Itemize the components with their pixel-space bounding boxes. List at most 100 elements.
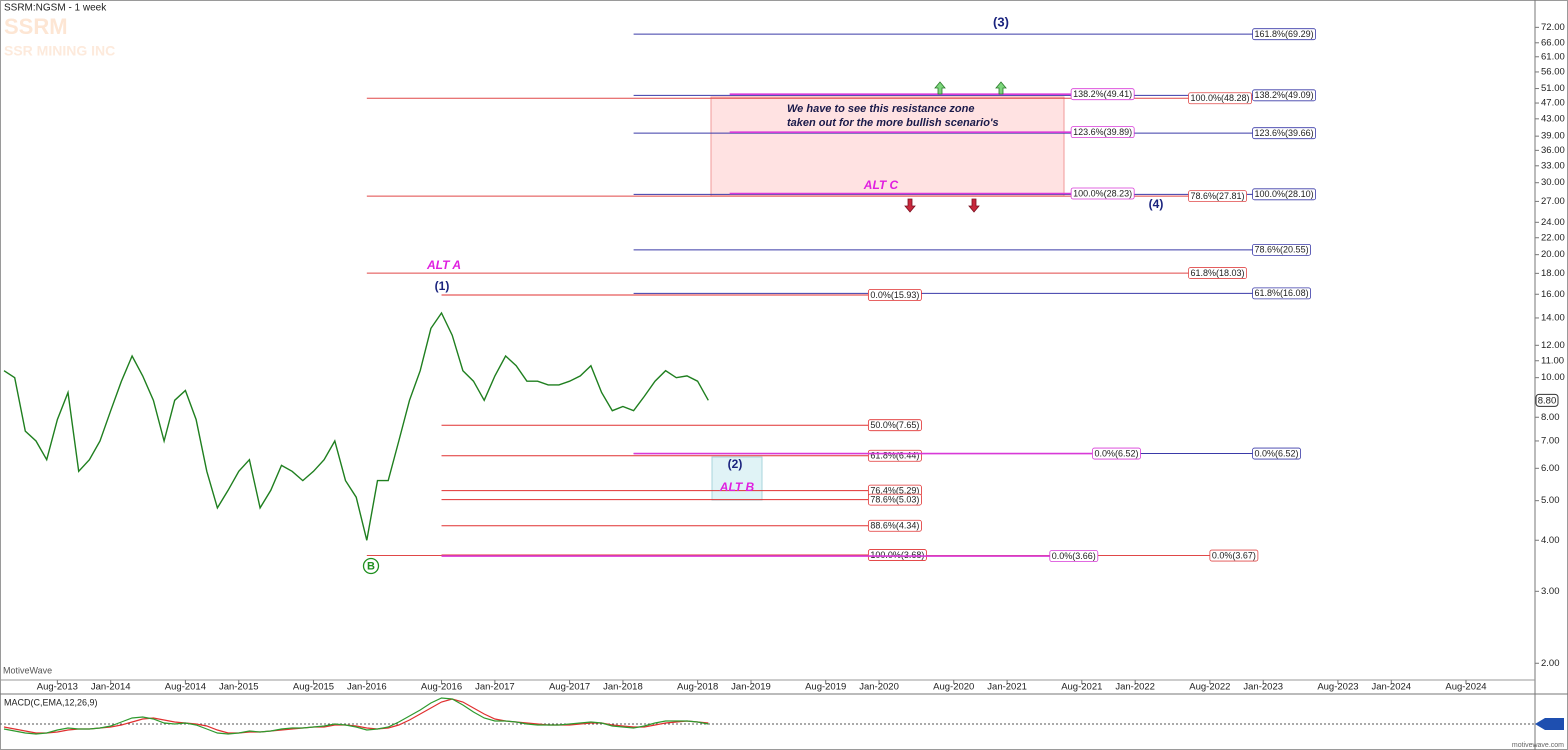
y-tick-label: 39.00 [1541, 131, 1565, 142]
fib-level-box [867, 519, 922, 532]
fib-level-label: 0.0%(3.67) [1212, 550, 1256, 560]
fib-level-box [867, 549, 927, 561]
fib-level-label: 78.6%(5.03) [870, 494, 919, 504]
y-tick-label: 36.00 [1541, 145, 1565, 156]
x-tick-label: Aug-2019 [805, 682, 846, 693]
wave-2-zone [711, 456, 763, 501]
fib-level-box [1049, 550, 1099, 562]
x-tick-label: Aug-2016 [421, 682, 462, 693]
fib-level-label: 138.2%(49.09) [1255, 90, 1314, 100]
annotation: taken out for the more bullish scenario'… [787, 117, 999, 129]
down-arrow [904, 198, 916, 213]
fib-level-box [1252, 447, 1301, 460]
y-tick-label: 5.00 [1541, 495, 1560, 506]
ticker-watermark: SSRM [4, 14, 68, 39]
x-tick-label: Jan-2015 [219, 682, 259, 693]
macd-signal-line [3, 698, 709, 734]
y-tick-label: 61.00 [1541, 51, 1565, 62]
x-tick-label: Jan-2022 [1115, 682, 1155, 693]
fib-level-label: 50.0%(7.65) [870, 420, 919, 430]
x-tick-label: Aug-2015 [293, 682, 334, 693]
fib-level-box [1070, 126, 1135, 139]
x-tick-label: Jan-2017 [475, 682, 515, 693]
x-tick-label: Aug-2018 [677, 682, 718, 693]
fib-level-label: 0.0%(6.52) [1255, 448, 1299, 458]
annotation: (3) [993, 14, 1009, 29]
annotation: ALT C [863, 178, 899, 192]
last-price-label: 8.80 [1538, 395, 1557, 406]
fib-level-label: 161.8%(69.29) [1255, 29, 1314, 39]
y-tick-label: 3.00 [1541, 586, 1560, 597]
fib-level-label: 100.0%(28.10) [1255, 189, 1314, 199]
company-watermark: SSR MINING INC [4, 43, 115, 59]
x-tick-label: Jan-2023 [1243, 682, 1283, 693]
fib-level-box [1252, 243, 1311, 256]
fib-level-label: 138.2%(49.41) [1073, 89, 1132, 99]
fib-level-box [867, 289, 922, 301]
fib-level-box [1070, 88, 1135, 101]
y-tick-label: 10.00 [1541, 372, 1565, 383]
annotation: ALT B [719, 480, 755, 494]
fib-level-label: 0.0%(3.66) [1052, 551, 1096, 561]
y-tick-label: 4.00 [1541, 535, 1560, 546]
fib-level-label: 78.6%(27.81) [1191, 191, 1245, 201]
x-tick-label: Aug-2023 [1317, 682, 1358, 693]
fib-level-box [867, 493, 922, 506]
x-tick-label: Aug-2021 [1061, 682, 1102, 693]
annotations: (3) (1) (2) (4) B ALT A ALT C ALT B We have to s… [367, 14, 1163, 572]
y-tick-label: 11.00 [1541, 355, 1564, 366]
x-tick-label: Jan-2014 [91, 682, 131, 693]
annotation: B [367, 560, 375, 572]
axes: 2.00 3.00 4.00 5.00 6.00 7.00 8.00 10.00 11.00 12… [37, 22, 1565, 693]
y-tick-label: 2.00 [1541, 658, 1560, 669]
x-tick-label: Aug-2024 [1445, 682, 1486, 693]
x-tick-label: Jan-2016 [347, 682, 387, 693]
annotation: (2) [728, 457, 743, 471]
fib-level-label: 100.0%(28.23) [1073, 188, 1132, 198]
x-tick-label: Jan-2020 [859, 682, 899, 693]
fib-level-label: 88.6%(4.34) [870, 521, 919, 531]
fib-level-box [1252, 28, 1316, 41]
annotation: ALT A [426, 258, 461, 272]
fib-level-box [1188, 92, 1252, 105]
wave-b-circle [362, 557, 380, 575]
y-tick-label: 16.00 [1541, 289, 1565, 300]
x-tick-label: Aug-2020 [933, 682, 974, 693]
macd-panel [0, 697, 1564, 735]
fib-level-box [1252, 89, 1316, 102]
down-arrow [968, 198, 980, 213]
x-tick-label: Aug-2022 [1189, 682, 1230, 693]
y-tick-label: 12.00 [1541, 340, 1565, 351]
annotation: (1) [435, 279, 450, 293]
fib-level-label: 123.6%(39.89) [1073, 127, 1132, 137]
x-tick-label: Aug-2013 [37, 682, 78, 693]
annotation: We have to see this resistance zone [787, 103, 974, 115]
y-tick-label: 6.00 [1541, 463, 1560, 474]
y-tick-label: 47.00 [1541, 98, 1565, 109]
fib-level-label: 123.6%(39.66) [1255, 128, 1314, 138]
annotation: (4) [1149, 197, 1164, 211]
price-layer [3, 311, 709, 541]
macd-title: MACD(C,EMA,12,26,9) [4, 697, 98, 707]
fib-level-label: 0.0%(6.52) [1094, 448, 1138, 458]
y-tick-label: 8.00 [1541, 412, 1560, 423]
x-tick-label: Aug-2017 [549, 682, 590, 693]
y-tick-label: 56.00 [1541, 66, 1565, 77]
y-tick-label: 7.00 [1541, 435, 1560, 446]
x-tick-label: Aug-2014 [165, 682, 206, 693]
y-tick-label: 27.00 [1541, 196, 1565, 207]
price-line [3, 311, 709, 541]
fib-level-box [1070, 187, 1135, 200]
fib-level-label: 76.4%(5.29) [870, 486, 919, 496]
macd-line [3, 697, 709, 735]
fib-level-label: 0.0%(15.93) [870, 290, 919, 300]
x-tick-label: Jan-2019 [731, 682, 771, 693]
y-tick-label: 22.00 [1541, 232, 1565, 243]
down-arrows [904, 198, 980, 213]
chart-title: SSRM:NGSM - 1 week [4, 3, 107, 14]
fib-level-label: 78.6%(20.55) [1255, 245, 1309, 255]
y-tick-label: 51.00 [1541, 83, 1565, 94]
y-tick-label: 33.00 [1541, 160, 1565, 171]
macd-value-tag [1535, 718, 1564, 730]
